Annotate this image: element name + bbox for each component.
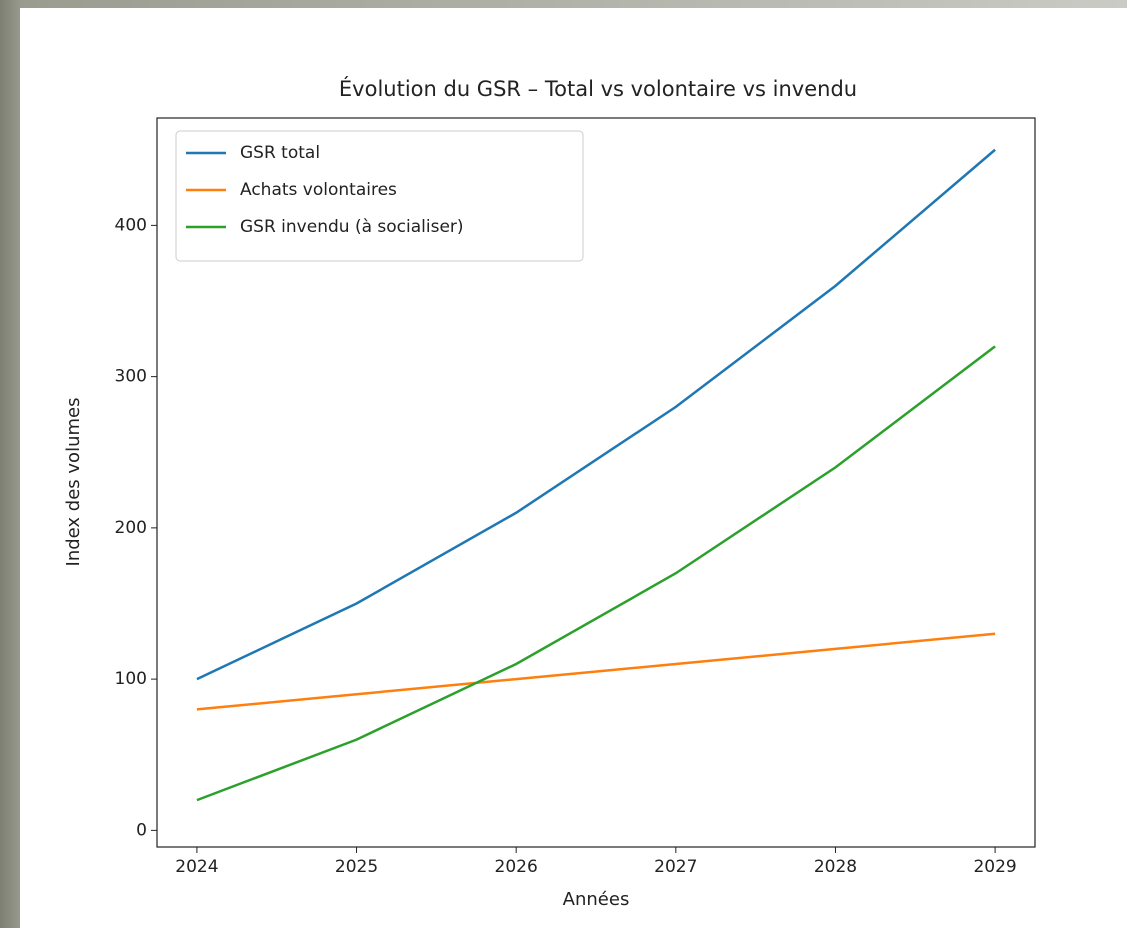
chart-title: Évolution du GSR – Total vs volontaire v… [339,76,857,101]
x-tick-label: 2027 [654,857,697,877]
x-tick-label: 2026 [495,857,538,877]
x-axis-label: Années [563,889,630,910]
y-tick-label: 0 [136,820,147,840]
y-tick-label: 300 [115,367,147,387]
page: {"chart_data": {"type": "line", "title":… [0,0,1127,928]
x-tick-label: 2025 [335,857,378,877]
legend-label: GSR invendu (à socialiser) [240,217,464,237]
y-tick-label: 200 [115,518,147,538]
x-tick-label: 2024 [175,857,218,877]
y-tick-label: 100 [115,669,147,689]
chart: Évolution du GSR – Total vs volontaire v… [0,0,1127,928]
legend-label: GSR total [240,143,320,163]
y-tick-label: 400 [115,215,147,235]
legend-label: Achats volontaires [240,180,397,200]
y-axis-label: Index des volumes [63,398,84,567]
x-tick-label: 2028 [814,857,857,877]
x-tick-label: 2029 [973,857,1016,877]
